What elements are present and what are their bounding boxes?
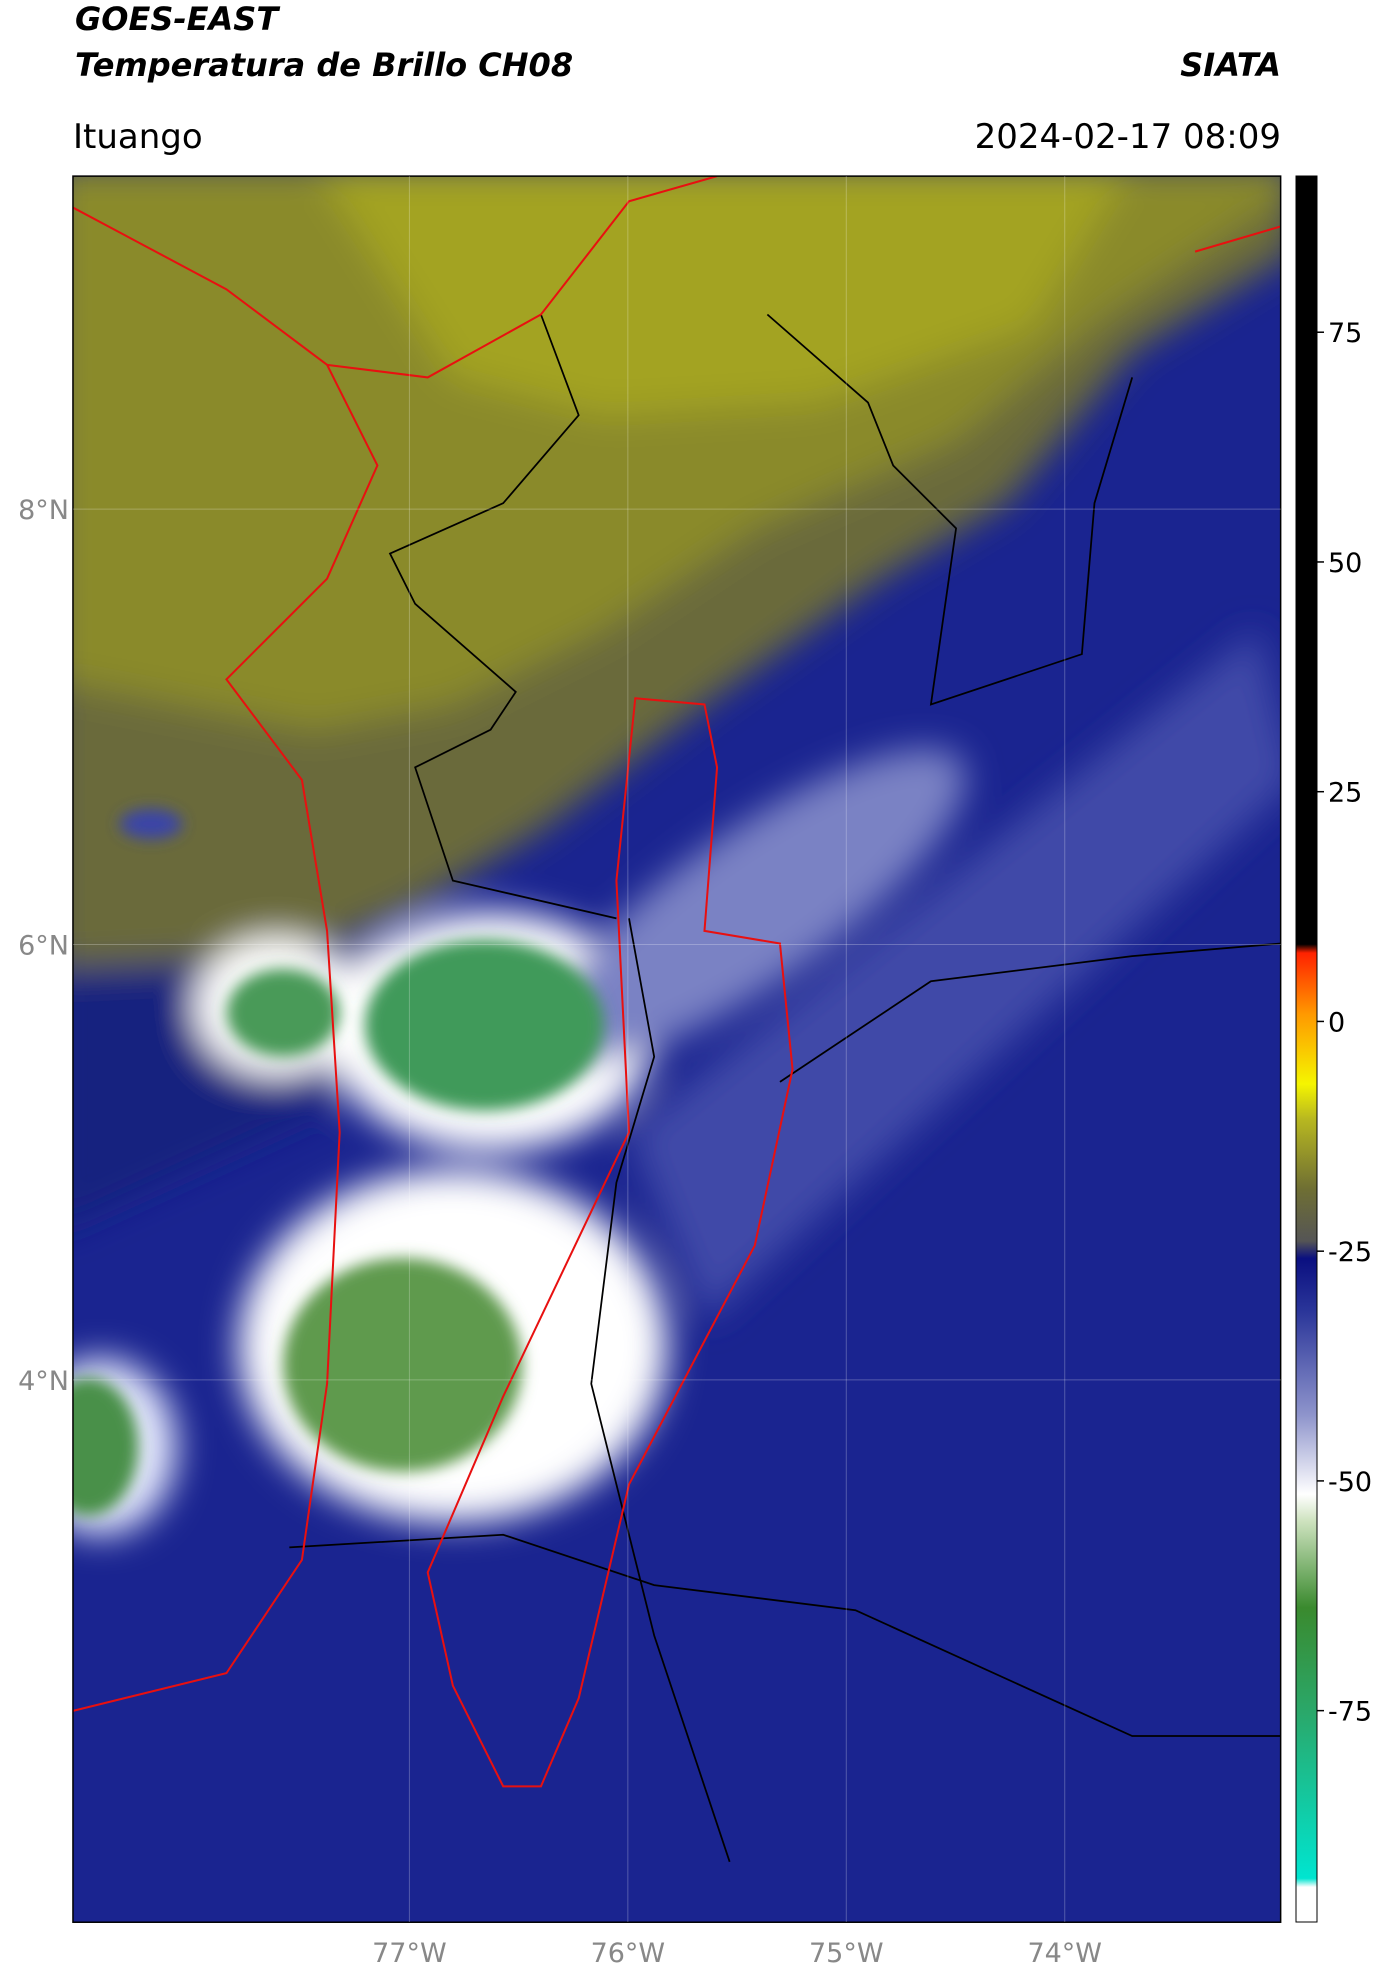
lon-tick-label: 74°W — [1027, 1938, 1102, 1969]
lat-tick-label: 6°N — [18, 931, 69, 962]
colorbar-tick-label: -75 — [1328, 1697, 1372, 1728]
lon-tick-label: 77°W — [372, 1938, 447, 1969]
colorbar-tick-label: 75 — [1328, 318, 1362, 349]
datetime: 2024-02-17 08:09 — [975, 117, 1281, 157]
subtitle: Temperatura de Brillo CH08 — [75, 46, 573, 84]
title: GOES-EAST — [75, 0, 280, 38]
lat-tick-label: 8°N — [18, 495, 69, 526]
satellite-image — [72, 175, 1282, 1923]
lon-tick-label: 76°W — [591, 1938, 666, 1969]
location: Ituango — [73, 117, 203, 157]
colorbar-tick-label: 50 — [1328, 548, 1362, 579]
brand: SIATA — [1180, 46, 1281, 84]
lon-tick-label: 75°W — [809, 1938, 884, 1969]
colorbar — [1295, 175, 1318, 1923]
colorbar-tick-label: 25 — [1328, 778, 1362, 809]
colorbar-tick-label: -25 — [1328, 1237, 1372, 1268]
colorbar-tick-label: 0 — [1328, 1007, 1345, 1038]
colorbar-tick-label: -50 — [1328, 1467, 1372, 1498]
lat-tick-label: 4°N — [18, 1366, 69, 1397]
